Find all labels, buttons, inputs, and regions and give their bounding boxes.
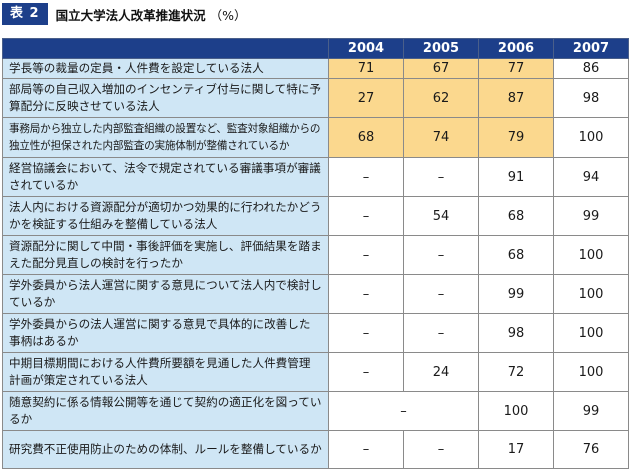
cell-value: 79 [478, 117, 554, 158]
row-label: 経営協議会において、法令で規定されている審議事項が審議されているか [2, 157, 329, 197]
cell-value: 54 [403, 196, 479, 236]
table-row: 法人内における資源配分が適切かつ効果的に行われたかどうかを検証する仕組みを整備し… [2, 196, 629, 236]
cell-value: – [328, 157, 404, 197]
cell-value: 100 [553, 313, 629, 353]
table-row: 経営協議会において、法令で規定されている審議事項が審議されているか – – 91… [2, 157, 629, 197]
cell-value: 67 [403, 58, 479, 79]
cell-value: 99 [553, 391, 629, 431]
row-label: 中期目標期間における人件費所要額を見通した人件費管理計画が策定されている法人 [2, 352, 329, 392]
table-row: 中期目標期間における人件費所要額を見通した人件費管理計画が策定されている法人 –… [2, 352, 629, 392]
table-row: 随意契約に係る情報公開等を通じて契約の適正化を図っているか – 100 99 [2, 391, 629, 431]
row-label: 学外委員から法人運営に関する意見について法人内で検討しているか [2, 274, 329, 314]
cell-value: 100 [553, 274, 629, 314]
table-title: 国立大学法人改革推進状況 （%） [56, 5, 247, 24]
cell-value: 100 [553, 352, 629, 392]
cell-value: – [403, 430, 479, 469]
cell-value: 62 [403, 78, 479, 118]
table-row: 事務局から独立した内部監査組織の設置など、監査対象組織からの独立性が担保された内… [2, 117, 629, 158]
cell-value: – [403, 313, 479, 353]
cell-value: 68 [328, 117, 404, 158]
table-number-tag: 表 2 [2, 3, 48, 25]
cell-value: 74 [403, 117, 479, 158]
row-label: 部局等の自己収入増加のインセンティブ付与に関して特に予算配分に反映させている法人 [2, 78, 329, 118]
cell-value: 100 [478, 391, 554, 431]
table-row: 学外委員からの法人運営に関する意見で具体的に改善した事柄はあるか – – 98 … [2, 313, 629, 353]
row-label: 法人内における資源配分が適切かつ効果的に行われたかどうかを検証する仕組みを整備し… [2, 196, 329, 236]
column-header-2004: 2004 [328, 38, 404, 59]
cell-value: 76 [553, 430, 629, 469]
cell-value: 72 [478, 352, 554, 392]
cell-value: – [403, 274, 479, 314]
cell-value: – [328, 352, 404, 392]
cell-value: 91 [478, 157, 554, 197]
cell-value: 68 [478, 196, 554, 236]
table-unit: （%） [209, 7, 247, 23]
cell-value: – [328, 274, 404, 314]
row-label: 随意契約に係る情報公開等を通じて契約の適正化を図っているか [2, 391, 329, 431]
cell-value: 98 [478, 313, 554, 353]
reform-status-table: 2004 2005 2006 2007 学長等の裁量の定員・人件費を設定している… [2, 38, 629, 469]
cell-value: 68 [478, 235, 554, 275]
cell-value: – [328, 430, 404, 469]
row-label: 研究費不正使用防止のための体制、ルールを整備しているか [2, 430, 329, 469]
header-row: 2004 2005 2006 2007 [2, 38, 629, 59]
cell-value: 99 [553, 196, 629, 236]
cell-value: – [403, 157, 479, 197]
table-row: 学長等の裁量の定員・人件費を設定している法人 71 67 77 86 [2, 58, 629, 79]
cell-value: – [328, 391, 479, 431]
cell-value: 71 [328, 58, 404, 79]
table-caption: 表 2 国立大学法人改革推進状況 （%） [2, 3, 246, 25]
cell-value: 27 [328, 78, 404, 118]
row-label: 資源配分に関して中間・事後評価を実施し、評価結果を踏まえた配分見直しの検討を行っ… [2, 235, 329, 275]
table-row: 資源配分に関して中間・事後評価を実施し、評価結果を踏まえた配分見直しの検討を行っ… [2, 235, 629, 275]
cell-value: 94 [553, 157, 629, 197]
header-blank-cell [2, 38, 329, 59]
table-row: 学外委員から法人運営に関する意見について法人内で検討しているか – – 99 1… [2, 274, 629, 314]
table-title-text: 国立大学法人改革推進状況 [55, 7, 206, 23]
row-label: 事務局から独立した内部監査組織の設置など、監査対象組織からの独立性が担保された内… [2, 117, 329, 158]
cell-value: – [328, 235, 404, 275]
cell-value: 87 [478, 78, 554, 118]
table-row: 部局等の自己収入増加のインセンティブ付与に関して特に予算配分に反映させている法人… [2, 78, 629, 118]
column-header-2005: 2005 [403, 38, 479, 59]
cell-value: 17 [478, 430, 554, 469]
cell-value: 24 [403, 352, 479, 392]
table-row: 研究費不正使用防止のための体制、ルールを整備しているか – – 17 76 [2, 430, 629, 469]
cell-value: – [328, 313, 404, 353]
row-label: 学長等の裁量の定員・人件費を設定している法人 [2, 58, 329, 79]
cell-value: 100 [553, 117, 629, 158]
column-header-2007: 2007 [553, 38, 629, 59]
cell-value: 100 [553, 235, 629, 275]
cell-value: 86 [553, 58, 629, 79]
cell-value: – [403, 235, 479, 275]
column-header-2006: 2006 [478, 38, 554, 59]
row-label: 学外委員からの法人運営に関する意見で具体的に改善した事柄はあるか [2, 313, 329, 353]
cell-value: 99 [478, 274, 554, 314]
cell-value: – [328, 196, 404, 236]
cell-value: 98 [553, 78, 629, 118]
cell-value: 77 [478, 58, 554, 79]
